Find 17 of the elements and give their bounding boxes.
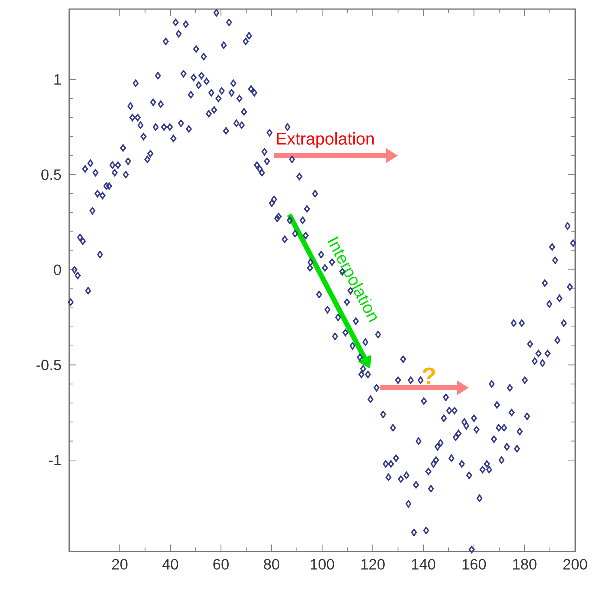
y-tick-label: 0 bbox=[54, 264, 62, 276]
y-tick-label: -1 bbox=[49, 455, 62, 466]
y-tick-label: 1 bbox=[54, 74, 62, 85]
x-tick-label: 140 bbox=[412, 559, 436, 570]
y-tick-label: 0.5 bbox=[42, 170, 62, 180]
x-tick-label: 100 bbox=[311, 559, 334, 570]
x-tick-label: 120 bbox=[362, 559, 385, 570]
x-tick-label: 180 bbox=[513, 559, 537, 570]
x-tick-label: 80 bbox=[264, 559, 280, 570]
y-tick-label: -0.5 bbox=[36, 360, 62, 370]
x-tick-label: 40 bbox=[162, 559, 178, 570]
x-tick-label: 160 bbox=[462, 559, 486, 570]
x-tick-label: 20 bbox=[112, 559, 128, 570]
x-tick-label: 60 bbox=[214, 559, 229, 570]
annotation: ? bbox=[423, 368, 436, 385]
x-tick-label: 200 bbox=[564, 559, 588, 570]
annotation: Extrapolation bbox=[277, 132, 374, 148]
